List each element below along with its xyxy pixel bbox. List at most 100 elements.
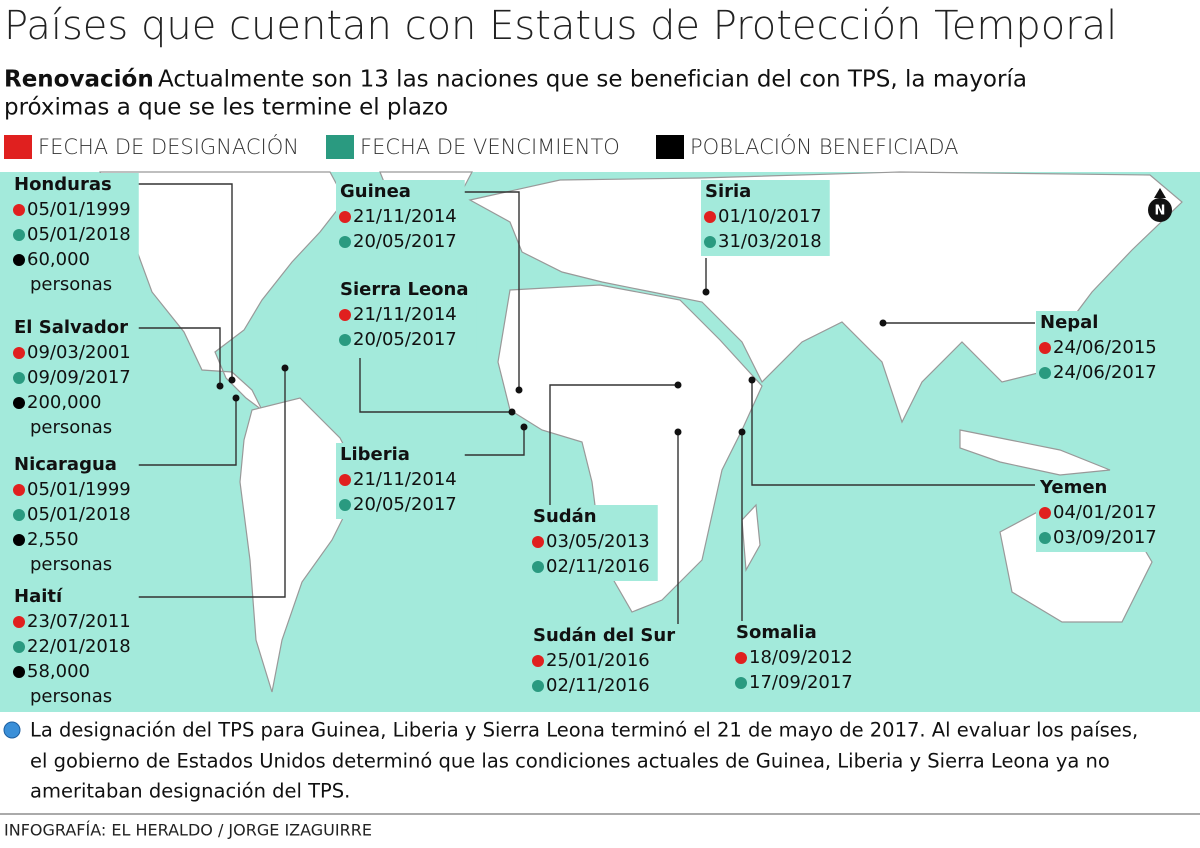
callout-bg bbox=[1036, 311, 1165, 387]
legend-dot bbox=[704, 211, 716, 223]
land bbox=[741, 503, 761, 573]
country-population: 58,000 bbox=[27, 661, 90, 682]
legend-dot bbox=[13, 372, 25, 384]
country-expiration: 05/01/2018 bbox=[27, 224, 131, 245]
country-designation: 01/10/2017 bbox=[718, 206, 822, 227]
compass-label: N bbox=[1155, 204, 1166, 219]
legend-swatch bbox=[326, 135, 354, 159]
title: Países que cuentan con Estatus de Protec… bbox=[4, 3, 1117, 49]
country-expiration: 17/09/2017 bbox=[749, 672, 853, 693]
country-expiration: 09/09/2017 bbox=[27, 367, 131, 388]
country-name: Sudán bbox=[533, 506, 597, 527]
callout-bg bbox=[529, 505, 658, 581]
country-callout: Sudán del Sur 25/01/2016 02/11/2016 bbox=[529, 624, 684, 700]
legend-dot bbox=[339, 309, 351, 321]
legend-dot bbox=[532, 536, 544, 548]
country-name: Haití bbox=[14, 586, 63, 607]
land bbox=[468, 171, 1183, 424]
leader-line bbox=[751, 380, 1035, 486]
country-name: Somalia bbox=[736, 622, 817, 643]
legend-dot bbox=[735, 652, 747, 664]
country-expiration: 24/06/2017 bbox=[1053, 362, 1157, 383]
country-expiration: 31/03/2018 bbox=[718, 231, 822, 252]
country-callout: Honduras 05/01/1999 05/01/2018 60,000 person… bbox=[10, 173, 139, 299]
legend-dot bbox=[1039, 342, 1051, 354]
country-designation: 21/11/2014 bbox=[353, 304, 457, 325]
country-callout: Nepal 24/06/2015 24/06/2017 bbox=[1036, 311, 1165, 387]
location-dot bbox=[879, 319, 887, 327]
country-designation: 03/05/2013 bbox=[546, 531, 650, 552]
leader-line bbox=[110, 183, 233, 380]
population-unit: personas bbox=[30, 417, 112, 438]
legend-dot bbox=[1039, 507, 1051, 519]
country-callout: Siria 01/10/2017 31/03/2018 bbox=[701, 180, 830, 256]
country-name: Sierra Leona bbox=[340, 279, 469, 300]
country-designation: 23/07/2011 bbox=[27, 611, 131, 632]
country-callout: Sierra Leona 21/11/2014 20/05/2017 bbox=[336, 278, 477, 354]
location-dot bbox=[508, 408, 516, 416]
note: el gobierno de Estados Unidos determinó … bbox=[30, 750, 1110, 773]
country-callout: Guinea 21/11/2014 20/05/2017 bbox=[336, 180, 465, 256]
legend-dot bbox=[13, 229, 25, 241]
legend-dot bbox=[339, 236, 351, 248]
country-expiration: 03/09/2017 bbox=[1053, 527, 1157, 548]
location-dot bbox=[674, 381, 682, 389]
callout-bg bbox=[336, 180, 465, 256]
callout-bg bbox=[10, 585, 139, 711]
subtitle-bold: Renovación bbox=[4, 67, 154, 93]
country-designation: 21/11/2014 bbox=[353, 469, 457, 490]
country-expiration: 20/05/2017 bbox=[353, 494, 457, 515]
leader-line bbox=[125, 327, 221, 386]
location-dot bbox=[702, 288, 710, 296]
location-dot bbox=[232, 394, 240, 402]
legend-dot bbox=[13, 534, 25, 546]
country-callout: Sudán 03/05/2013 02/11/2016 bbox=[529, 505, 658, 581]
country-designation: 04/01/2017 bbox=[1053, 502, 1157, 523]
location-dot bbox=[674, 428, 682, 436]
legend-dot bbox=[13, 347, 25, 359]
compass bbox=[1148, 198, 1172, 222]
location-dot bbox=[738, 428, 746, 436]
callout-bg bbox=[732, 621, 861, 697]
country-designation: 09/03/2001 bbox=[27, 342, 131, 363]
country-population: 2,550 bbox=[27, 529, 79, 550]
country-callout: Yemen 04/01/2017 03/09/2017 bbox=[1036, 476, 1165, 552]
leader-line bbox=[112, 398, 237, 466]
legend-dot bbox=[13, 509, 25, 521]
population-unit: personas bbox=[30, 274, 112, 295]
country-callout: Haití 23/07/2011 22/01/2018 58,000 personas bbox=[10, 585, 139, 711]
country-population: 200,000 bbox=[27, 392, 101, 413]
legend-dot bbox=[1039, 532, 1051, 544]
country-expiration: 05/01/2018 bbox=[27, 504, 131, 525]
note-icon bbox=[3, 721, 21, 739]
compass-arrow bbox=[1154, 188, 1166, 198]
callout-bg bbox=[701, 180, 830, 256]
legend-dot bbox=[13, 397, 25, 409]
country-name: Sudán del Sur bbox=[533, 625, 675, 646]
country-name: Liberia bbox=[340, 444, 410, 465]
country-designation: 21/11/2014 bbox=[353, 206, 457, 227]
country-designation: 25/01/2016 bbox=[546, 650, 650, 671]
land bbox=[99, 171, 346, 411]
country-callout: El Salvador 09/03/2001 09/09/2017 200,000 pe… bbox=[10, 316, 139, 442]
legend-label: FECHA DE DESIGNACIÓN bbox=[38, 134, 299, 159]
location-dot bbox=[520, 423, 528, 431]
legend-dot bbox=[339, 211, 351, 223]
map: N bbox=[0, 171, 1200, 712]
legend-dot bbox=[1039, 367, 1051, 379]
legend-dot bbox=[735, 677, 747, 689]
location-dot bbox=[281, 364, 289, 372]
country-expiration: 20/05/2017 bbox=[353, 329, 457, 350]
population-unit: personas bbox=[30, 554, 112, 575]
country-population: 60,000 bbox=[27, 249, 90, 270]
legend-swatch bbox=[656, 135, 684, 159]
country-expiration: 22/01/2018 bbox=[27, 636, 131, 657]
legend-dot bbox=[13, 666, 25, 678]
country-designation: 24/06/2015 bbox=[1053, 337, 1157, 358]
population-unit: personas bbox=[30, 686, 112, 707]
country-name: El Salvador bbox=[14, 317, 128, 338]
country-callout: Nicaragua 05/01/1999 05/01/2018 2,550 person… bbox=[10, 453, 139, 579]
location-dot bbox=[748, 376, 756, 384]
legend-dot bbox=[13, 204, 25, 216]
